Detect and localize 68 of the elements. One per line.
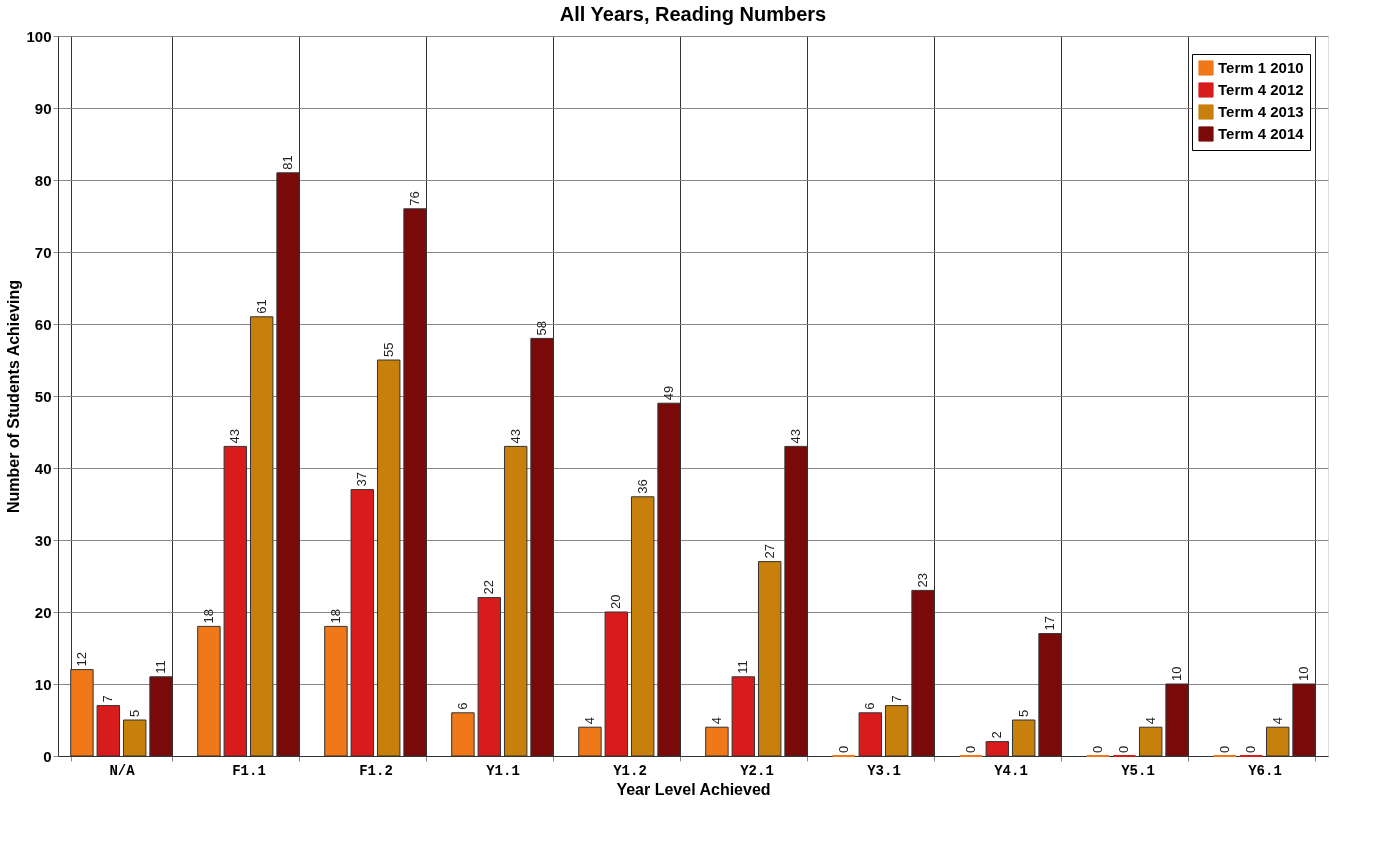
x-tick-label: Y4.1 [994, 762, 1028, 779]
x-axis-title: Year Level Achieved [616, 780, 771, 798]
y-tick-label: 70 [34, 243, 52, 261]
y-tick-label: 10 [34, 675, 52, 693]
data-label: 6 [454, 702, 470, 710]
data-label: 4 [708, 716, 724, 725]
data-label: 4 [1142, 716, 1158, 725]
data-label: 27 [761, 544, 777, 559]
legend-label: Term 4 2012 [1218, 81, 1304, 98]
y-axis-title: Number of Students Achieving [5, 279, 23, 514]
data-label: 43 [227, 428, 243, 444]
data-label: 18 [327, 608, 343, 624]
data-label: 10 [1296, 666, 1312, 681]
data-label: 36 [634, 479, 650, 494]
data-label: 11 [153, 660, 169, 674]
y-tick-label: 100 [26, 27, 52, 45]
data-label: 0 [1216, 745, 1232, 753]
x-tick-label: N/A [109, 762, 136, 779]
y-tick-label: 80 [34, 171, 52, 189]
legend-label: Term 4 2013 [1218, 103, 1304, 120]
x-tick-label: F1.2 [359, 762, 393, 779]
data-label: 58 [534, 320, 550, 336]
y-tick-label: 20 [34, 603, 52, 621]
y-tick-label: 0 [43, 747, 52, 765]
y-tick-label: 50 [34, 387, 52, 405]
legend-label: Term 4 2014 [1218, 125, 1305, 142]
data-label: 61 [253, 299, 269, 314]
data-label: 2 [989, 731, 1005, 739]
y-tick-label: 60 [34, 315, 52, 333]
data-label: 6 [862, 702, 878, 710]
data-label: 37 [354, 472, 370, 487]
data-label: 0 [962, 745, 978, 753]
data-label: 5 [126, 709, 142, 717]
y-tick-label: 90 [34, 99, 52, 117]
data-label: 43 [788, 428, 804, 444]
data-label: 23 [915, 572, 931, 588]
data-label: 12 [73, 652, 89, 667]
data-label: 18 [200, 608, 216, 624]
data-label: 20 [608, 594, 624, 609]
data-label: 0 [1243, 745, 1259, 753]
chart-title: All Years, Reading Numbers [559, 3, 827, 25]
x-tick-label: Y3.1 [867, 762, 901, 779]
data-label: 76 [407, 191, 423, 206]
data-label: 0 [835, 745, 851, 753]
data-label: 0 [1089, 745, 1105, 753]
data-label: 4 [1269, 716, 1285, 725]
data-label: 11 [735, 660, 751, 674]
data-label: 49 [661, 385, 677, 401]
data-label: 81 [280, 155, 296, 170]
x-tick-label: Y5.1 [1121, 762, 1155, 779]
x-tick-label: Y2.1 [740, 762, 774, 779]
data-label: 7 [100, 695, 116, 703]
x-tick-label: F1.1 [232, 762, 266, 779]
data-label: 10 [1169, 666, 1185, 681]
data-label: 55 [380, 342, 396, 357]
data-label: 0 [1116, 745, 1132, 753]
x-tick-label: Y1.1 [486, 762, 520, 779]
data-label: 7 [888, 695, 904, 703]
y-tick-label: 30 [34, 531, 52, 549]
x-tick-label: Y6.1 [1248, 762, 1282, 779]
data-label: 17 [1042, 616, 1058, 631]
data-label: 5 [1015, 709, 1031, 717]
legend-label: Term 1 2010 [1218, 59, 1304, 76]
data-label: 22 [481, 580, 497, 595]
data-label: 4 [581, 716, 597, 725]
y-tick-label: 40 [34, 459, 52, 477]
data-label: 43 [507, 428, 523, 444]
x-tick-label: Y1.2 [613, 762, 647, 779]
